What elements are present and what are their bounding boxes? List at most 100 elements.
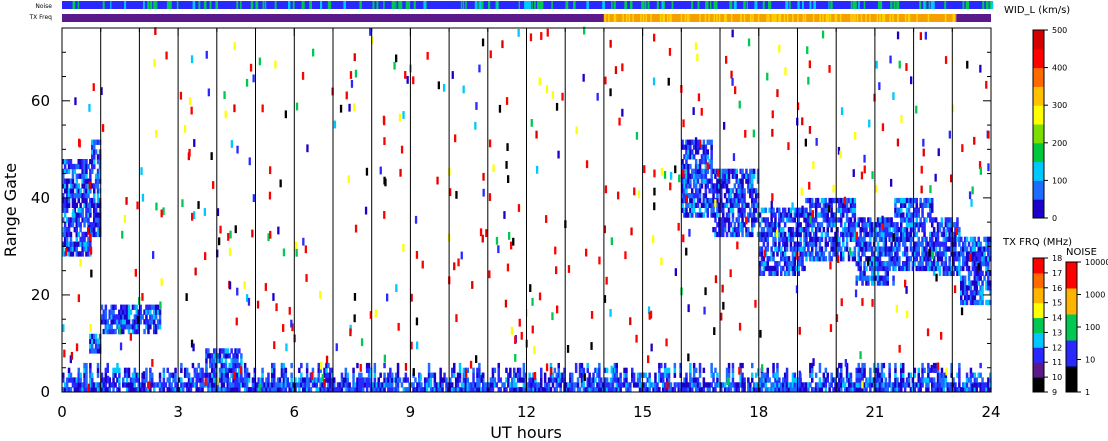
scatter-cell [240, 358, 243, 364]
scatter-cell [859, 387, 862, 393]
scatter-cell [940, 367, 944, 373]
scatter-cell [139, 314, 142, 320]
scatter-cell [989, 372, 992, 378]
scatter-cell [127, 367, 131, 373]
sparse-return [188, 97, 192, 105]
sparse-return [567, 265, 571, 273]
scatter-cell [791, 382, 795, 388]
scatter-cell [712, 197, 715, 204]
scatter-cell [123, 382, 127, 388]
noise-bar-tick [990, 1, 994, 9]
scatter-cell [307, 387, 311, 393]
scatter-cell [917, 212, 920, 218]
sparse-return [305, 274, 308, 282]
sparse-return [808, 181, 811, 190]
scatter-cell [954, 222, 957, 228]
sparse-return [360, 338, 364, 347]
scatter-cell [292, 387, 295, 393]
scatter-cell [706, 168, 709, 174]
scatter-cell [733, 231, 737, 238]
scatter-cell [692, 154, 696, 160]
scatter-cell [433, 387, 437, 393]
scatter-cell [329, 367, 332, 373]
scatter-cell [894, 261, 897, 267]
noise-bar-tick [715, 1, 718, 9]
scatter-cell [83, 163, 86, 170]
sparse-return [604, 185, 608, 194]
scatter-cell [855, 377, 858, 383]
scatter-cell [205, 348, 208, 354]
txfreq-bar-tick [783, 14, 786, 22]
scatter-cell [147, 328, 150, 335]
scatter-cell [932, 227, 936, 233]
scatter-cell [811, 241, 814, 247]
scatter-cell [869, 246, 872, 252]
scatter-cell [543, 382, 547, 388]
noise-bar-tick [828, 1, 830, 9]
scatter-cell [162, 382, 166, 388]
sparse-return [148, 381, 151, 389]
scatter-cell [443, 372, 446, 378]
scatter-cell [594, 387, 597, 393]
scatter-cell [422, 387, 425, 393]
scatter-cell [700, 168, 704, 174]
sparse-return [590, 342, 593, 350]
scatter-cell [780, 217, 783, 223]
scatter-cell [826, 377, 829, 383]
scatter-cell [696, 188, 700, 194]
scatter-cell [93, 222, 96, 228]
txfreq-bar-tick [749, 14, 752, 22]
txfreq-bar-tick [628, 14, 631, 22]
sparse-return [629, 317, 632, 326]
scatter-cell [803, 207, 806, 213]
scatter-cell [754, 382, 758, 388]
scatter-cell [224, 387, 228, 393]
scatter-cell [739, 193, 742, 199]
sparse-return [660, 167, 664, 176]
scatter-cell [923, 202, 926, 208]
scatter-band [89, 333, 102, 354]
scatter-cell [845, 236, 849, 242]
scatter-cell [692, 382, 696, 388]
sparse-return [652, 77, 656, 86]
scatter-cell [563, 382, 566, 388]
scatter-cell [77, 212, 80, 218]
scatter-cell [451, 372, 454, 378]
colorbar-tick-label: 14 [1052, 314, 1062, 323]
scatter-cell [934, 367, 938, 373]
scatter-cell [574, 382, 578, 388]
sparse-return [129, 332, 132, 341]
scatter-cell [96, 178, 100, 184]
scatter-cell [199, 377, 202, 383]
scatter-cell [857, 256, 860, 262]
scatter-cell [79, 377, 82, 383]
scatter-cell [116, 319, 119, 325]
scatter-cell [871, 251, 874, 257]
scatter-cell [902, 265, 905, 272]
sparse-return [101, 124, 105, 132]
scatter-cell [340, 372, 344, 378]
scatter-cell [402, 377, 406, 383]
scatter-cell [801, 227, 804, 233]
scatter-cell [733, 168, 737, 174]
scatter-cell [195, 367, 198, 373]
scatter-cell [327, 377, 330, 383]
scatter-cell [79, 227, 82, 233]
scatter-cell [133, 319, 137, 325]
sparse-return [868, 119, 871, 128]
scatter-cell [511, 377, 514, 383]
scatter-cell [172, 387, 175, 393]
scatter-cell [882, 387, 886, 393]
scatter-cell [114, 372, 117, 378]
scatter-cell [263, 387, 266, 393]
sparse-return [204, 378, 207, 387]
scatter-cell [911, 261, 915, 267]
sparse-return [955, 227, 958, 235]
scatter-cell [129, 324, 133, 330]
scatter-cell [685, 183, 688, 189]
scatter-cell [756, 217, 760, 223]
scatter-cell [83, 197, 86, 204]
scatter-cell [783, 387, 787, 393]
sparse-return [978, 161, 982, 169]
scatter-cell [977, 270, 980, 276]
